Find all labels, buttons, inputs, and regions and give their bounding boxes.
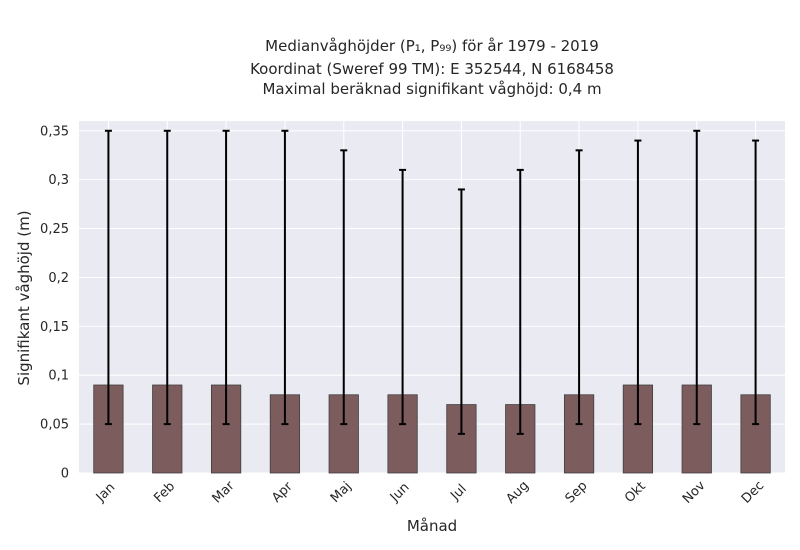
y-tick-label: 0,1 <box>48 369 69 384</box>
x-tick-label: Feb <box>151 479 178 506</box>
errorbar-jun <box>399 168 407 426</box>
y-tick-label: 0,05 <box>40 418 69 433</box>
errorbar-aug <box>516 168 524 435</box>
errorbar-mar <box>222 129 230 426</box>
errorbar-sep <box>575 149 583 426</box>
plot-area <box>79 121 785 473</box>
x-tick-label: Okt <box>622 479 649 506</box>
errorbar-jan <box>104 129 112 426</box>
x-tick-label: Aug <box>503 478 532 507</box>
y-tick-label: 0,3 <box>48 173 69 188</box>
x-tick-label: Jun <box>387 480 413 506</box>
x-tick-label: Maj <box>328 479 355 506</box>
errorbar-apr <box>281 129 289 426</box>
errorbar-okt <box>634 139 642 426</box>
errorbar-jul <box>457 188 465 435</box>
x-axis-ticks: Jan Feb Mar Apr Maj Jun Jul Aug Sep Okt Nov Dec <box>93 478 767 507</box>
y-tick-label: 0,2 <box>48 271 69 286</box>
bar-apr <box>269 394 301 474</box>
title-line-3: Maximal beräknad signifikant våghöjd: 0,… <box>262 80 601 98</box>
x-tick-label: Apr <box>269 479 296 506</box>
y-tick-label: 0,25 <box>40 222 69 237</box>
x-axis-label: Månad <box>407 517 457 535</box>
x-tick-label: Dec <box>739 478 767 506</box>
y-tick-label: 0,15 <box>40 320 69 335</box>
errorbar-feb <box>163 129 171 426</box>
error-bars <box>104 129 760 435</box>
x-tick-label: Nov <box>680 478 709 507</box>
x-tick-label: Jan <box>93 480 118 505</box>
errorbar-maj <box>340 149 348 426</box>
errorbar-dec <box>752 139 760 426</box>
x-tick-label: Sep <box>563 479 591 507</box>
y-axis-label: Signifikant våghöjd (m) <box>15 210 33 385</box>
title-line-2: Koordinat (Sweref 99 TM): E 352544, N 61… <box>250 60 614 78</box>
chart-title: Medianvåghöjder (P₁, P₉₉) för år 1979 - … <box>250 37 614 98</box>
x-tick-label: Jul <box>447 482 469 504</box>
title-line-1: Medianvåghöjder (P₁, P₉₉) för år 1979 - … <box>265 37 599 55</box>
x-tick-label: Mar <box>210 478 238 506</box>
errorbar-nov <box>693 129 701 426</box>
y-tick-label: 0,35 <box>40 124 69 139</box>
y-axis-ticks: 0 0,05 0,1 0,15 0,2 0,25 0,3 0,35 <box>40 124 69 481</box>
bar-maj <box>328 394 359 474</box>
y-tick-label: 0 <box>61 467 69 482</box>
